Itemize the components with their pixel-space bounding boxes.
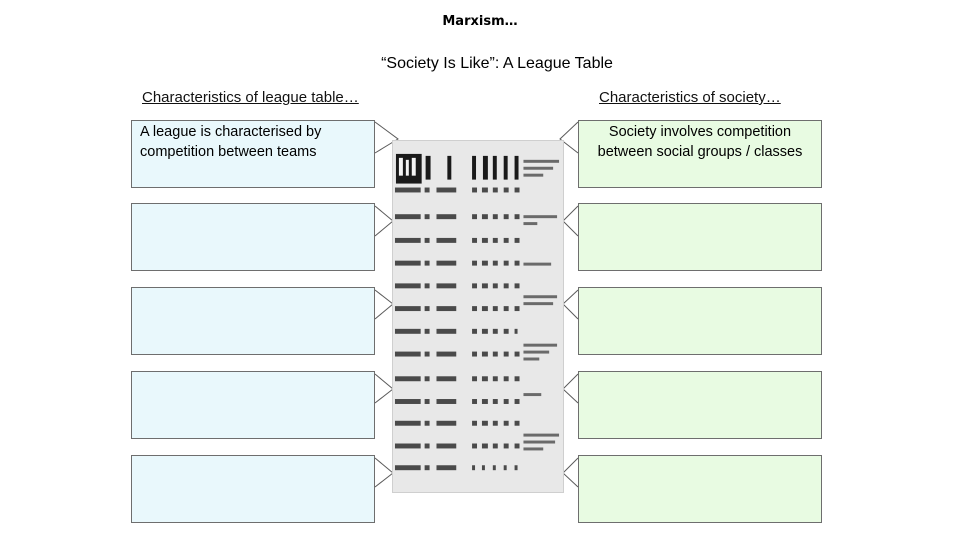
left-connector-3 <box>374 289 394 320</box>
right-box-4[interactable] <box>578 371 822 439</box>
slide-title: Marxism… <box>442 14 518 29</box>
left-box-5[interactable] <box>131 455 375 523</box>
right-connector-2 <box>562 205 579 237</box>
left-box-1[interactable]: A league is characterised by competition… <box>131 120 375 188</box>
left-connector-4 <box>374 373 394 404</box>
right-box-3[interactable] <box>578 287 822 355</box>
left-box-4[interactable] <box>131 371 375 439</box>
left-connector-2 <box>374 205 394 237</box>
right-column-heading: Characteristics of society… <box>599 89 781 106</box>
left-box-3[interactable] <box>131 287 375 355</box>
left-connector-5 <box>374 457 394 488</box>
left-column-heading: Characteristics of league table… <box>142 89 359 106</box>
right-connector-4 <box>562 373 579 404</box>
right-connector-1 <box>559 121 579 154</box>
right-box-1[interactable]: Society involves competition between soc… <box>578 120 822 188</box>
right-connector-3 <box>562 289 579 320</box>
right-box-2[interactable] <box>578 203 822 271</box>
left-box-2[interactable] <box>131 203 375 271</box>
league-table-image <box>392 140 564 493</box>
slide-subtitle: “Society Is Like”: A League Table <box>381 55 613 72</box>
left-connector-1 <box>374 121 399 154</box>
right-box-5[interactable] <box>578 455 822 523</box>
right-connector-5 <box>562 457 579 488</box>
